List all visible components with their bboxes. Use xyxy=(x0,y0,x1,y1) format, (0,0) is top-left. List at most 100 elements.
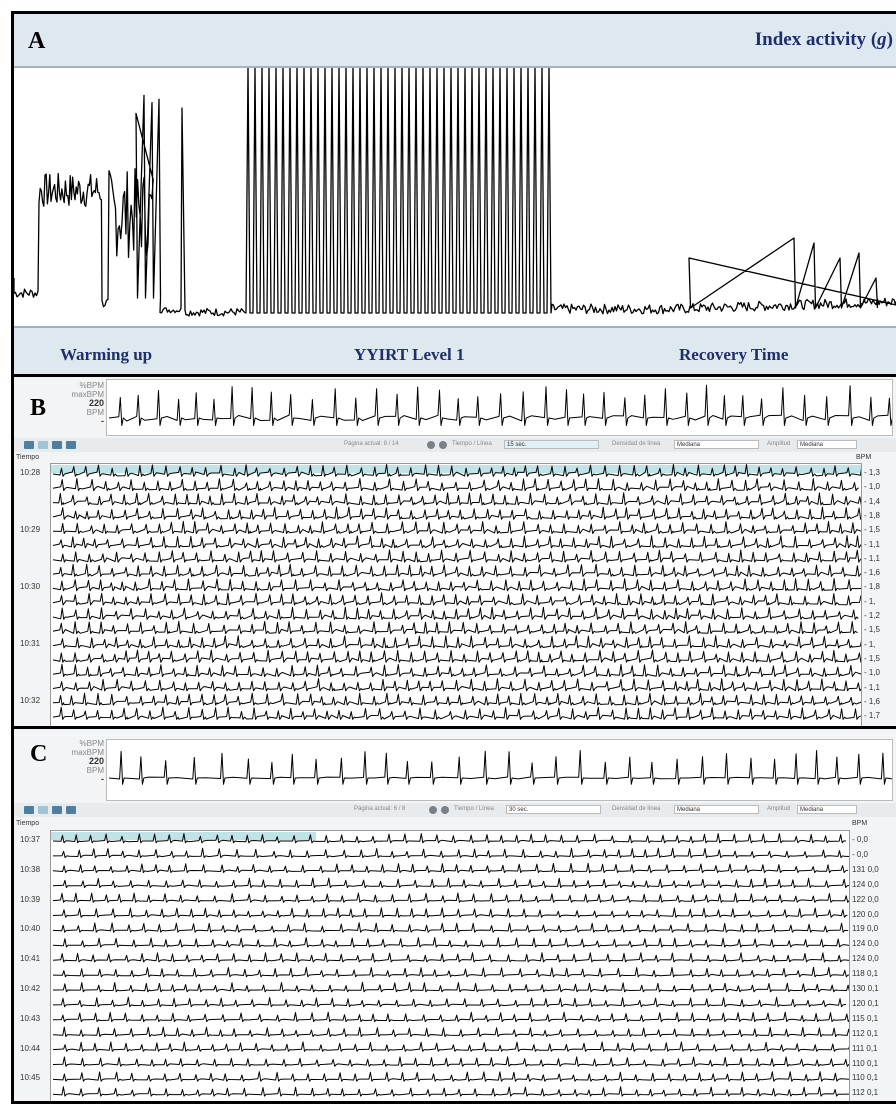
ecg-row-17 xyxy=(52,1071,849,1082)
prev-page-icon[interactable] xyxy=(429,806,437,814)
panel-b-strips xyxy=(50,463,862,727)
row-value: 122 0,0 xyxy=(852,894,879,904)
prev-page-icon[interactable] xyxy=(427,441,435,449)
ecg-row-2 xyxy=(52,478,859,492)
phase-recovery: Recovery Time xyxy=(679,345,789,364)
phase-yyirt: YYIRT Level 1 xyxy=(354,345,465,364)
ecg-row-14 xyxy=(52,1026,849,1037)
density-select[interactable]: Mediana xyxy=(674,805,759,814)
next-page-icon[interactable] xyxy=(441,806,449,814)
zoom-icon[interactable] xyxy=(24,441,34,449)
row-value: - 0,0 xyxy=(852,835,869,844)
ecg-row-16 xyxy=(52,678,861,692)
mini-value: 220 xyxy=(88,398,104,408)
amplitude-label: Amplitud xyxy=(767,806,791,812)
ecg-row-17 xyxy=(52,692,861,706)
row-value: 124 0,0 xyxy=(852,879,879,889)
ecg-row-3 xyxy=(52,492,861,506)
row-value: 110 0,1 xyxy=(852,1073,879,1083)
panel-b-toolbar: Página actual: 8 / 14 Tiempo / Línea 15 … xyxy=(14,438,896,452)
phase-warming-up: Warming up xyxy=(60,345,153,364)
export-icon[interactable] xyxy=(52,806,62,814)
density-label: Densidad de línea xyxy=(612,441,661,447)
bpm-header: BPM xyxy=(856,454,872,461)
ecg-row-9 xyxy=(52,952,849,963)
panel-b-mini-legend: %BPM maxBPM 220 BPM - xyxy=(34,381,104,426)
export-icon[interactable] xyxy=(52,441,62,449)
next-page-icon[interactable] xyxy=(439,441,447,449)
zoom-icon[interactable] xyxy=(24,806,34,814)
panel-c-mini-legend: %BPM maxBPM 220 BPM - xyxy=(34,739,104,784)
ecg-row-5 xyxy=(52,892,849,903)
mini-pct: %BPM xyxy=(79,381,104,390)
panel-c-mini-plot xyxy=(106,739,893,801)
time-label: 10:28 xyxy=(20,468,41,477)
row-value: 120 0,1 xyxy=(852,998,879,1008)
separator xyxy=(14,374,896,377)
time-label: 10:37 xyxy=(20,835,41,844)
row-value: - 1,1 xyxy=(864,682,881,692)
row-value: 131 0,0 xyxy=(852,864,879,874)
panel-b-ecg-traces xyxy=(51,464,861,720)
activity-trace xyxy=(14,68,896,317)
page-label: Página actual: 6 / 8 xyxy=(354,806,406,812)
ecg-row-7 xyxy=(52,922,849,933)
grid-icon[interactable] xyxy=(38,441,48,449)
ecg-row-13 xyxy=(52,635,861,649)
ecg-row-10 xyxy=(52,592,861,606)
time-per-line-label: Tiempo / Línea xyxy=(454,806,494,812)
amplitude-select[interactable]: Mediana xyxy=(797,805,857,814)
ecg-row-14 xyxy=(52,649,861,663)
row-value: 110 0,1 xyxy=(852,1058,879,1068)
ecg-row-13 xyxy=(52,1011,849,1023)
row-value: 120 0,0 xyxy=(852,909,879,919)
time-label: 10:44 xyxy=(20,1043,41,1053)
row-value: 111 0,1 xyxy=(852,1043,878,1053)
row-value: - 1,1 xyxy=(864,553,881,563)
time-label: 10:42 xyxy=(20,984,41,993)
ecg-row-4 xyxy=(52,506,861,520)
activity-series-line xyxy=(14,68,896,317)
ecg-row-6 xyxy=(52,535,861,549)
mini-max: maxBPM xyxy=(71,748,104,757)
ecg-row-18 xyxy=(52,706,861,720)
figure-frame: A Index activity (g) Warming up YYIRT Le… xyxy=(11,11,896,1104)
time-per-line-select[interactable]: 15 sec. xyxy=(504,440,599,449)
row-value: - 1,6 xyxy=(864,696,881,706)
panel-c-letter: C xyxy=(30,741,48,767)
ecg-row-8 xyxy=(52,563,861,577)
time-label: 10:43 xyxy=(20,1013,41,1023)
row-value: - 1, xyxy=(864,639,876,649)
panel-a-header: A Index activity (g) xyxy=(14,14,896,68)
tiempo-label: Tiempo xyxy=(16,454,40,461)
row-value: - 1,0 xyxy=(864,482,881,492)
print-icon[interactable] xyxy=(66,441,76,449)
amplitude-select[interactable]: Mediana xyxy=(797,440,857,449)
selection-highlight xyxy=(51,465,861,473)
row-value: - 0,0 xyxy=(852,849,869,859)
row-value: - 1,8 xyxy=(864,510,881,520)
row-value: - 1,6 xyxy=(864,568,881,578)
time-per-line-label: Tiempo / Línea xyxy=(452,441,492,447)
mini-unit: BPM xyxy=(86,408,104,417)
ecg-row-12 xyxy=(52,996,846,1008)
row-value: - 1,1 xyxy=(864,539,881,549)
ecg-row-9 xyxy=(52,578,861,592)
panel-b: B %BPM maxBPM 220 BPM - Página actual: 8… xyxy=(14,377,896,727)
ecg-row-10 xyxy=(52,966,849,978)
print-icon[interactable] xyxy=(66,806,76,814)
time-per-line-select[interactable]: 30 sec. xyxy=(506,805,601,814)
density-select[interactable]: Mediana xyxy=(674,440,759,449)
ecg-row-5 xyxy=(52,520,861,534)
panel-a-letter: A xyxy=(28,28,46,54)
bpm-header: BPM xyxy=(852,820,868,827)
grid-icon[interactable] xyxy=(38,806,48,814)
time-label: 10:30 xyxy=(20,582,41,591)
ecg-row-1 xyxy=(52,833,847,844)
row-value: - 1,2 xyxy=(864,611,881,620)
separator xyxy=(14,726,896,729)
amplitude-label: Amplitud xyxy=(767,441,791,447)
index-activity-label: Index activity (g) xyxy=(755,29,893,51)
row-value: 130 0,1 xyxy=(852,984,879,993)
ecg-row-8 xyxy=(52,937,849,948)
